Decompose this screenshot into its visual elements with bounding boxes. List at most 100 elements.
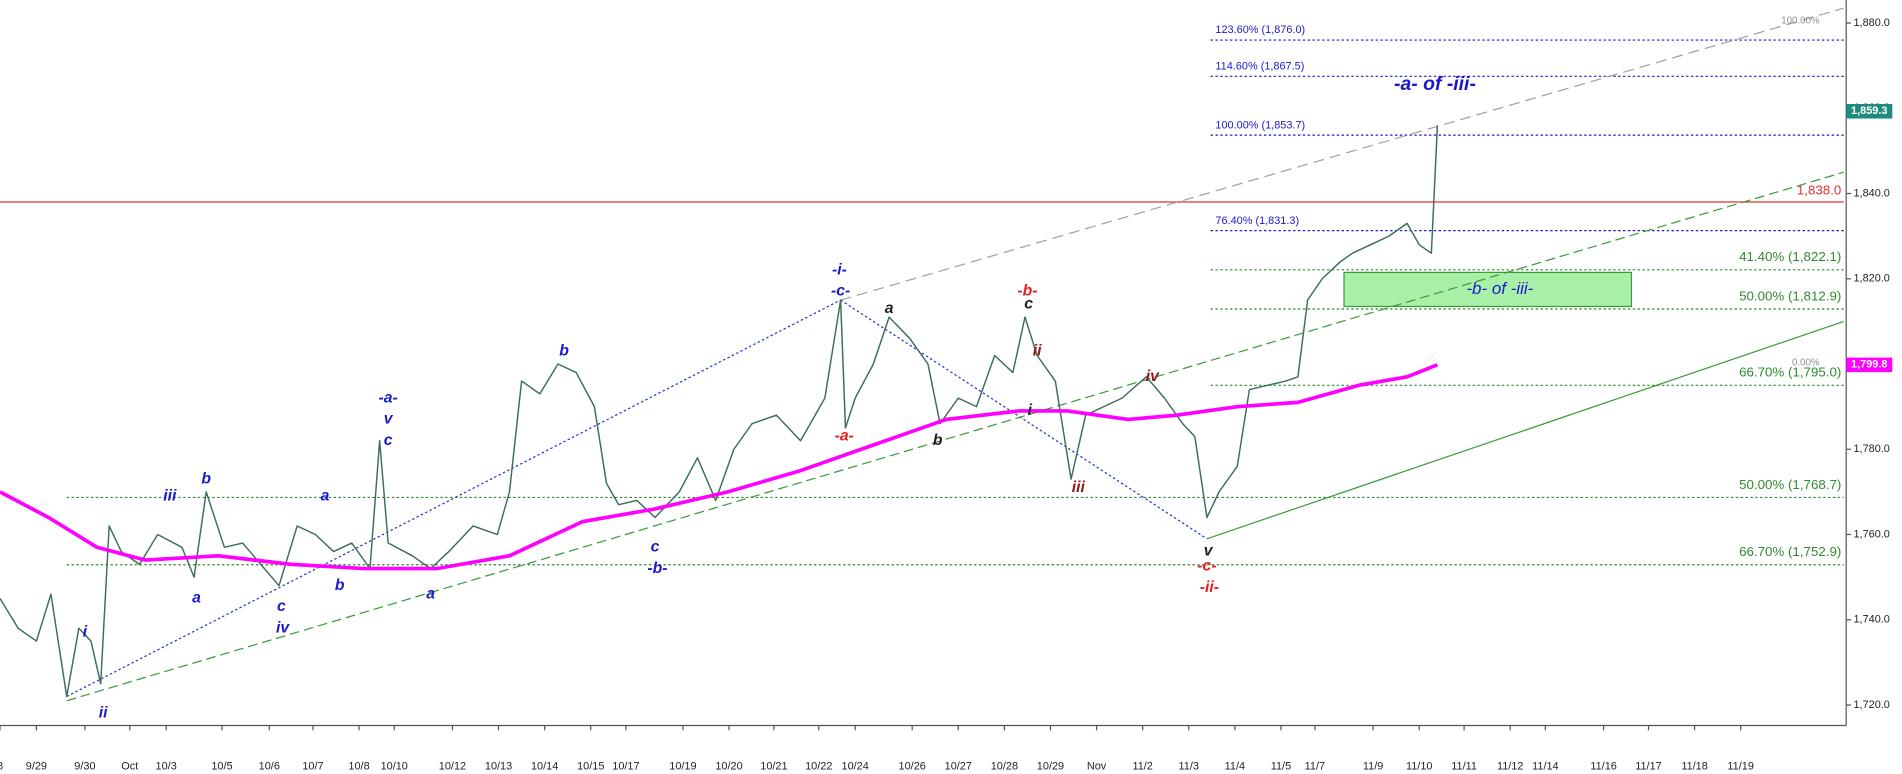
wave-label: 0.00% bbox=[1792, 357, 1820, 368]
x-tick-label: 10/20 bbox=[715, 761, 742, 773]
x-tick-label: 11/2 bbox=[1132, 761, 1152, 773]
wave-label: v bbox=[384, 411, 394, 428]
fib-label: 41.40% (1,822.1) bbox=[1739, 249, 1841, 264]
y-tick-label: 1,880.0 bbox=[1853, 17, 1889, 29]
x-tick-label: 8 bbox=[0, 761, 3, 773]
wave-label: ii bbox=[1033, 342, 1042, 359]
x-tick-label: 10/6 bbox=[259, 761, 280, 773]
x-tick-label: 10/12 bbox=[439, 761, 466, 773]
wave-label: -a- bbox=[835, 428, 854, 445]
x-tick-label: 10/8 bbox=[348, 761, 369, 773]
x-tick-label: 11/9 bbox=[1363, 761, 1383, 773]
wave-label: iii bbox=[163, 487, 177, 504]
fib-label: 76.40% (1,831.3) bbox=[1215, 215, 1299, 227]
wave-label: -b- bbox=[647, 560, 667, 577]
wave-label: v bbox=[1204, 543, 1214, 560]
x-tick-label: 11/5 bbox=[1271, 761, 1291, 773]
resistance-label: 1,838.0 bbox=[1797, 183, 1841, 198]
y-tick-label: 1,740.0 bbox=[1853, 614, 1889, 626]
x-tick-label: 11/7 bbox=[1305, 761, 1325, 773]
y-tick-label: 1,820.0 bbox=[1853, 273, 1889, 285]
x-tick-label: 11/16 bbox=[1590, 761, 1616, 773]
x-tick-label: 10/24 bbox=[842, 761, 869, 773]
x-tick-label: 10/3 bbox=[156, 761, 177, 773]
wave-label: -c- bbox=[831, 283, 850, 300]
wave-label: i bbox=[1028, 402, 1033, 419]
x-tick-label: 11/19 bbox=[1727, 761, 1753, 773]
price-tag bbox=[1846, 357, 1893, 373]
zone-label: -b- of -iii- bbox=[1466, 279, 1533, 298]
fib-label: 50.00% (1,768.7) bbox=[1739, 477, 1841, 492]
wave-label: b bbox=[201, 470, 211, 487]
price-tag-label: 1,799.8 bbox=[1851, 359, 1887, 371]
fib-label: 123.60% (1,876.0) bbox=[1215, 24, 1305, 36]
series-line bbox=[0, 125, 1439, 698]
x-tick-label: 10/7 bbox=[302, 761, 323, 773]
x-tick-label: 11/14 bbox=[1532, 761, 1558, 773]
wave-label: c bbox=[651, 538, 660, 555]
zone bbox=[1343, 271, 1633, 308]
x-tick-label: 9/30 bbox=[74, 761, 95, 773]
wave-label: b bbox=[335, 577, 345, 594]
x-tick-label: 11/3 bbox=[1179, 761, 1199, 773]
x-tick-label: 10/19 bbox=[669, 761, 696, 773]
wave-label: -a- of -iii- bbox=[1394, 73, 1476, 95]
fib-label: 100.00% (1,853.7) bbox=[1215, 119, 1305, 131]
x-tick-label: Oct bbox=[121, 761, 138, 773]
wave-label: a bbox=[321, 487, 330, 504]
x-tick-label: 9/29 bbox=[26, 761, 47, 773]
wave-label: -b- bbox=[1017, 283, 1037, 300]
wave-label: a bbox=[885, 300, 894, 317]
y-tick-label: 1,720.0 bbox=[1853, 699, 1889, 711]
price-tag-label: 1,859.3 bbox=[1851, 105, 1887, 117]
x-tick-label: Nov bbox=[1087, 761, 1107, 773]
x-tick-label: 10/27 bbox=[945, 761, 972, 773]
wave-label: c bbox=[277, 598, 286, 615]
wave-label: b bbox=[559, 342, 569, 359]
x-tick-label: 10/21 bbox=[760, 761, 787, 773]
x-tick-label: 11/12 bbox=[1497, 761, 1523, 773]
wave-label: a bbox=[426, 585, 435, 602]
wave-label: 100.00% bbox=[1781, 15, 1820, 26]
trendline bbox=[840, 299, 1208, 540]
fib-label: 66.70% (1,752.9) bbox=[1739, 544, 1841, 559]
fib-label: 66.70% (1,795.0) bbox=[1739, 365, 1841, 380]
x-tick-label: 11/10 bbox=[1406, 761, 1432, 773]
trendline bbox=[66, 299, 841, 698]
wave-label: -ii- bbox=[1200, 579, 1219, 596]
x-tick-label: 11/18 bbox=[1681, 761, 1707, 773]
wave-label: -c- bbox=[1197, 558, 1216, 575]
y-tick-label: 1,760.0 bbox=[1853, 528, 1889, 540]
wave-label: a bbox=[192, 590, 201, 607]
wave-label: c bbox=[1024, 296, 1033, 313]
x-tick-label: 10/29 bbox=[1037, 761, 1064, 773]
x-tick-label: 11/4 bbox=[1225, 761, 1245, 773]
x-tick-label: 10/10 bbox=[381, 761, 408, 773]
y-tick-label: 1,780.0 bbox=[1853, 443, 1889, 455]
trendline bbox=[840, 7, 1844, 301]
fib-label: 50.00% (1,812.9) bbox=[1739, 288, 1841, 303]
x-tick-label: 10/17 bbox=[612, 761, 639, 773]
x-tick-label: 10/14 bbox=[531, 761, 558, 773]
trendline bbox=[1206, 320, 1844, 540]
trendline bbox=[66, 171, 1844, 702]
wave-label: iv bbox=[1146, 368, 1160, 385]
wave-label: i bbox=[83, 624, 88, 641]
x-tick-label: 10/26 bbox=[899, 761, 926, 773]
x-tick-label: 11/17 bbox=[1635, 761, 1661, 773]
x-tick-label: 10/5 bbox=[211, 761, 232, 773]
x-tick-label: 11/11 bbox=[1451, 761, 1477, 773]
wave-label: -a- bbox=[379, 389, 398, 406]
wave-label: iii bbox=[1072, 479, 1086, 496]
wave-label: b bbox=[933, 432, 943, 449]
x-tick-label: 10/22 bbox=[805, 761, 832, 773]
x-tick-label: 10/15 bbox=[577, 761, 604, 773]
wave-label: -i- bbox=[832, 261, 847, 278]
y-tick-label: 1,840.0 bbox=[1853, 187, 1889, 199]
x-tick-label: 10/13 bbox=[485, 761, 512, 773]
wave-label: iv bbox=[276, 619, 290, 636]
x-tick-label: 10/28 bbox=[991, 761, 1018, 773]
series-line bbox=[0, 363, 1439, 571]
fib-label: 114.60% (1,867.5) bbox=[1215, 60, 1304, 72]
